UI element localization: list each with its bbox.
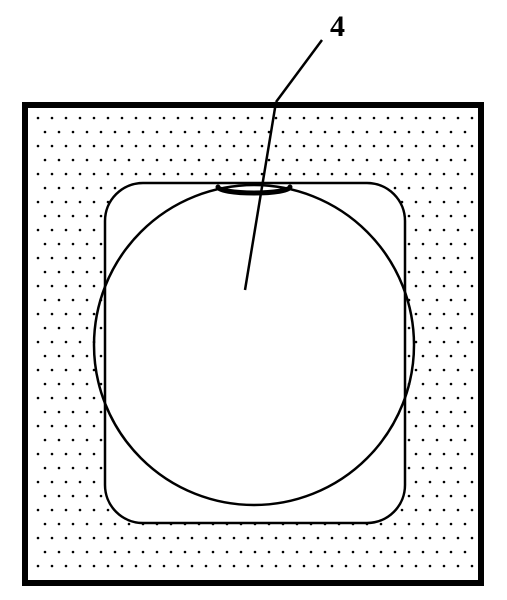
diagram-svg bbox=[0, 0, 507, 600]
callout-line-1 bbox=[276, 40, 322, 102]
callout-label-4: 4 bbox=[330, 10, 345, 44]
diagram-canvas: { "diagram": { "type": "engineering-figu… bbox=[0, 0, 507, 600]
